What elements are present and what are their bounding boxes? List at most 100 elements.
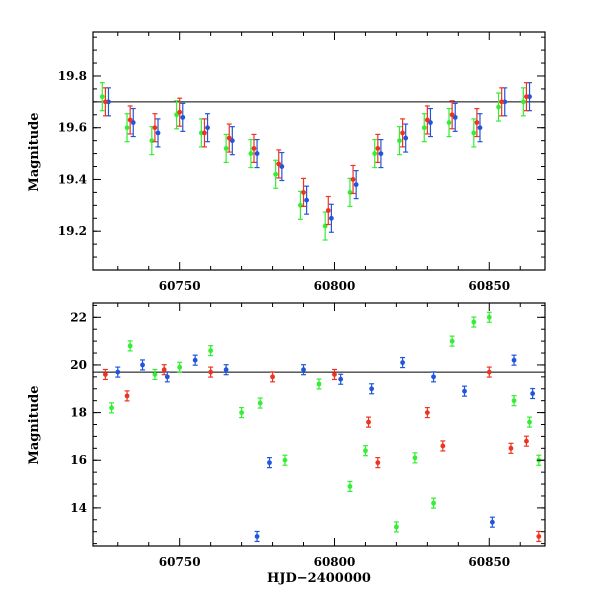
y-tick-label: 19.8 bbox=[58, 69, 87, 83]
data-point-red-13 bbox=[424, 117, 430, 123]
plot-area bbox=[93, 82, 545, 241]
data-point-green-6 bbox=[257, 400, 263, 406]
x-tick-label: 60850 bbox=[468, 279, 510, 293]
data-point-green-10 bbox=[347, 189, 353, 195]
data-point-blue-6 bbox=[254, 151, 260, 156]
data-point-green-16 bbox=[496, 104, 501, 110]
data-point-green-6 bbox=[248, 151, 254, 156]
data-point-red-10 bbox=[486, 369, 492, 375]
data-point-red-10 bbox=[350, 177, 356, 182]
data-point-red-16 bbox=[499, 99, 505, 105]
data-point-blue-8 bbox=[304, 197, 310, 203]
data-point-red-3 bbox=[177, 109, 183, 115]
data-point-blue-8 bbox=[338, 376, 344, 382]
data-point-blue-13 bbox=[489, 519, 495, 525]
axes-frame bbox=[92, 302, 546, 547]
data-point-green-9 bbox=[347, 484, 353, 489]
data-point-red-0 bbox=[102, 99, 108, 105]
data-point-green-1 bbox=[127, 343, 133, 349]
y-tick-label: 19.6 bbox=[58, 121, 87, 135]
data-point-green-13 bbox=[421, 125, 427, 131]
data-point-blue-9 bbox=[328, 215, 334, 221]
data-point-blue-4 bbox=[205, 125, 210, 131]
data-point-blue-3 bbox=[180, 114, 186, 120]
data-point-blue-14 bbox=[511, 357, 517, 363]
data-point-red-2 bbox=[161, 367, 167, 373]
top-ylabel: Magnitude bbox=[27, 112, 42, 191]
data-point-green-12 bbox=[412, 455, 418, 461]
data-point-red-4 bbox=[202, 130, 207, 136]
data-point-red-1 bbox=[124, 393, 130, 399]
y-tick-label: 16 bbox=[70, 453, 87, 467]
data-point-green-11 bbox=[393, 524, 399, 530]
data-point-green-1 bbox=[124, 125, 130, 131]
data-point-blue-12 bbox=[403, 135, 409, 141]
data-point-green-8 bbox=[298, 202, 303, 208]
data-point-red-12 bbox=[400, 130, 405, 136]
data-point-red-14 bbox=[449, 112, 455, 118]
series-blue bbox=[105, 82, 533, 233]
data-point-green-7 bbox=[282, 457, 288, 463]
data-point-red-7 bbox=[375, 460, 381, 466]
data-point-green-10 bbox=[363, 448, 368, 454]
data-point-green-7 bbox=[273, 171, 279, 177]
data-point-red-11 bbox=[508, 445, 514, 451]
data-point-blue-6 bbox=[267, 460, 272, 466]
data-point-blue-7 bbox=[301, 367, 306, 373]
data-point-green-17 bbox=[511, 398, 517, 404]
data-point-red-2 bbox=[152, 125, 158, 131]
data-point-green-5 bbox=[223, 146, 229, 151]
data-point-blue-15 bbox=[477, 125, 483, 131]
data-point-green-15 bbox=[471, 130, 477, 136]
series-green bbox=[109, 311, 542, 533]
y-tick-label: 18 bbox=[70, 406, 87, 420]
axes-frame bbox=[92, 31, 546, 271]
data-point-green-14 bbox=[446, 120, 452, 125]
data-point-green-2 bbox=[152, 372, 158, 377]
data-point-green-17 bbox=[520, 99, 526, 105]
y-tick-label: 19.4 bbox=[58, 172, 87, 186]
data-point-blue-10 bbox=[353, 182, 359, 188]
series-green bbox=[99, 82, 526, 241]
series-red bbox=[102, 82, 529, 226]
data-point-red-8 bbox=[424, 410, 430, 415]
data-point-blue-11 bbox=[378, 151, 384, 156]
data-point-blue-9 bbox=[369, 386, 375, 392]
data-point-red-13 bbox=[536, 534, 542, 539]
data-point-green-13 bbox=[431, 500, 436, 506]
data-point-green-16 bbox=[486, 314, 492, 320]
data-point-red-3 bbox=[208, 369, 214, 375]
data-point-blue-10 bbox=[400, 360, 405, 365]
data-point-blue-0 bbox=[115, 369, 121, 375]
data-point-red-8 bbox=[301, 189, 306, 195]
data-point-green-0 bbox=[109, 405, 114, 411]
y-tick-label: 19.2 bbox=[58, 224, 87, 238]
data-point-green-15 bbox=[471, 319, 477, 325]
bottom-xlabel: HJD−2400000 bbox=[267, 571, 371, 586]
data-point-red-6 bbox=[251, 146, 257, 151]
x-tick-label: 60750 bbox=[159, 555, 201, 569]
series-red bbox=[102, 364, 542, 543]
data-point-red-5 bbox=[332, 372, 337, 377]
data-point-red-17 bbox=[524, 94, 529, 100]
data-point-green-18 bbox=[527, 419, 532, 425]
y-tick-label: 20 bbox=[70, 358, 87, 372]
data-point-red-11 bbox=[375, 146, 381, 151]
data-point-blue-1 bbox=[140, 362, 145, 368]
data-point-red-4 bbox=[270, 374, 275, 380]
plot-area bbox=[93, 311, 545, 543]
data-point-green-11 bbox=[372, 151, 378, 156]
x-tick-label: 60800 bbox=[314, 279, 356, 293]
x-tick-label: 60850 bbox=[468, 555, 510, 569]
data-point-green-8 bbox=[316, 381, 322, 387]
data-point-blue-2 bbox=[164, 374, 170, 380]
x-tick-label: 60800 bbox=[314, 555, 356, 569]
data-point-green-14 bbox=[449, 338, 455, 344]
data-point-blue-12 bbox=[462, 388, 467, 394]
data-point-blue-5 bbox=[254, 534, 260, 539]
data-point-red-7 bbox=[276, 161, 282, 167]
data-point-red-6 bbox=[366, 419, 371, 425]
data-point-red-0 bbox=[102, 372, 108, 377]
data-point-green-3 bbox=[177, 364, 183, 370]
